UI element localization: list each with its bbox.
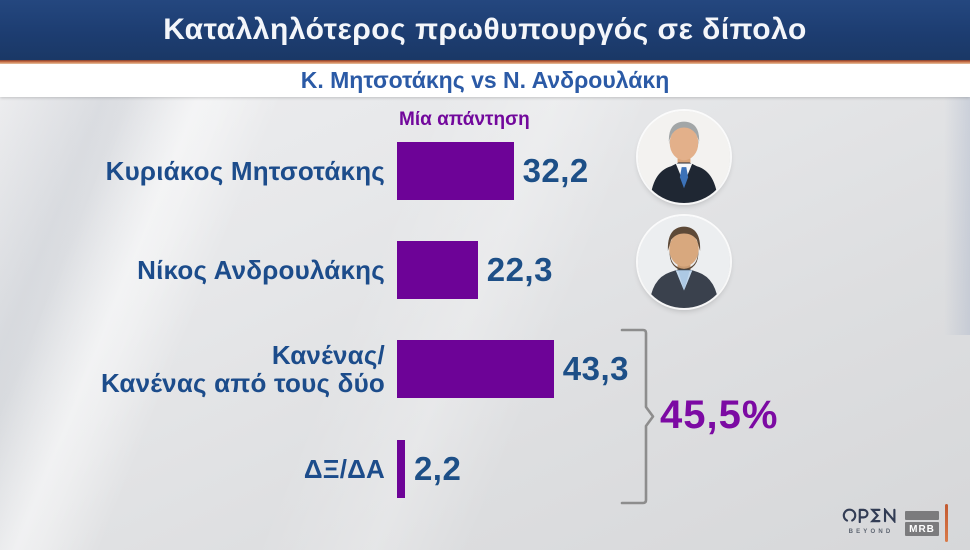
row-value: 2,2 [413, 450, 462, 487]
row-value: 22,3 [486, 251, 553, 288]
subtitle: Κ. Μητσοτάκης vs Ν. Ανδρουλάκη [300, 67, 670, 93]
chart-area: Μία απάντηση Κυριάκος Μητσοτάκης 32,2 Νίκο… [0, 97, 970, 550]
chart-row-4: ΔΞ/ΔΑ 2,2 [0, 440, 820, 498]
open-logo: BEYOND [840, 506, 902, 535]
row-value: 43,3 [562, 350, 629, 387]
answer-note: Μία απάντηση [399, 109, 530, 130]
chart-row-2: Νίκος Ανδρουλάκης 22,3 [0, 241, 820, 299]
chart-row-1: Κυριάκος Μητσοτάκης 32,2 [0, 142, 820, 200]
chart-row-3: Κανένας/Κανένας από τους δύο 43,3 [0, 340, 820, 398]
mrb-logo-bar [905, 511, 939, 520]
mitsotakis-portrait-icon [638, 111, 730, 203]
row-label: Κυριάκος Μητσοτάκης [105, 155, 385, 186]
title-banner: Καταλληλότερος πρωθυπουργός σε δίπολο [0, 0, 970, 60]
group-bracket [620, 328, 655, 505]
photo-androulakis [638, 216, 730, 308]
open-channel-icon [842, 506, 896, 525]
mrb-logo: MRB [905, 511, 939, 536]
row-label: Νίκος Ανδρουλάκης [137, 254, 385, 285]
bar-segment [397, 340, 554, 398]
androulakis-portrait-icon [638, 216, 730, 308]
row-label: ΔΞ/ΔΑ [303, 453, 385, 484]
subtitle-strip: Κ. Μητσοτάκης vs Ν. Ανδρουλάκη [0, 64, 970, 97]
page-title: Καταλληλότερος πρωθυπουργός σε δίπολο [163, 13, 807, 46]
bar-segment [397, 241, 478, 299]
bar-segment [397, 142, 514, 200]
open-beyond-label: BEYOND [848, 529, 894, 535]
mrb-logo-label: MRB [905, 522, 939, 536]
row-value: 32,2 [522, 152, 589, 189]
orange-divider [0, 60, 970, 64]
orange-tick-divider [945, 504, 948, 542]
group-total-value: 45,5% [660, 393, 779, 437]
photo-mitsotakis [638, 111, 730, 203]
row-label: Κανένας/Κανένας από τους δύο [101, 339, 385, 398]
bar-segment [397, 440, 405, 498]
